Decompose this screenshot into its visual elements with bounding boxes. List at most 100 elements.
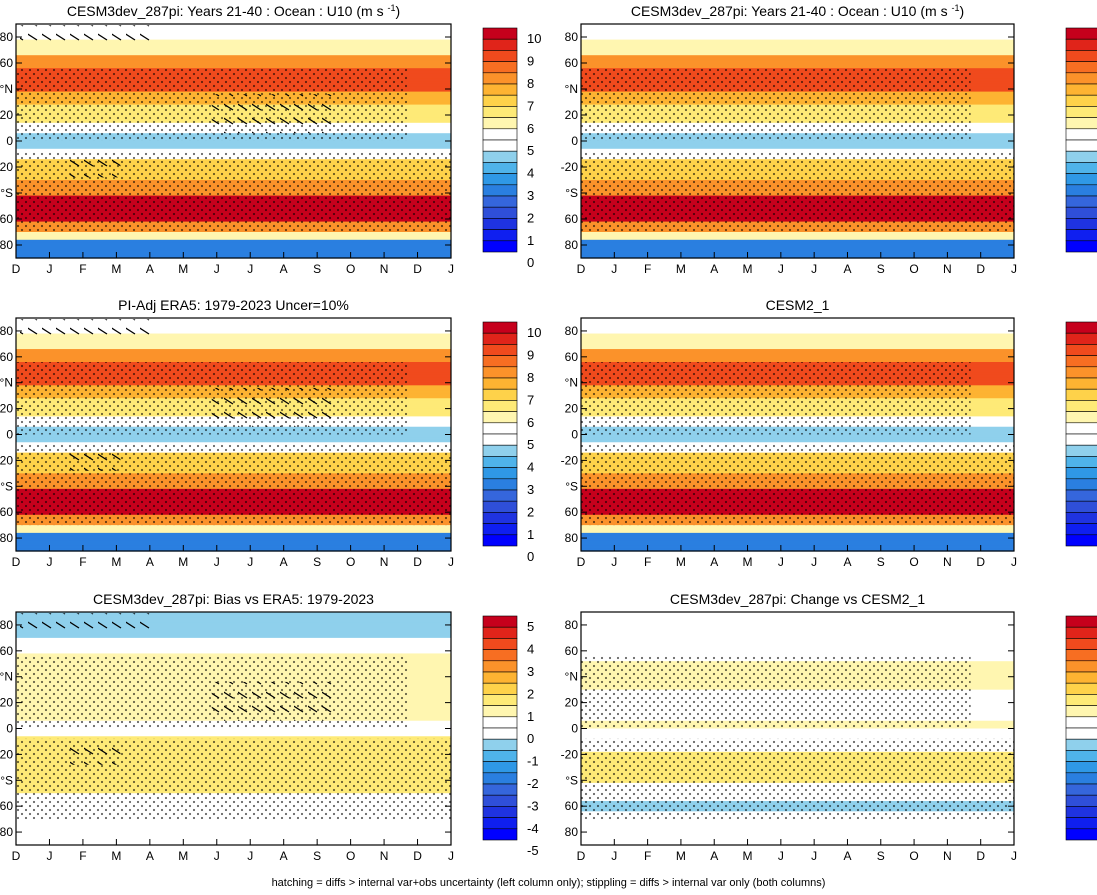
- y-tick-label: °S: [565, 479, 578, 493]
- field-band: [581, 548, 1014, 552]
- x-tick-label: M: [676, 555, 686, 569]
- field-band: [581, 31, 1014, 35]
- y-tick-label: 0: [571, 722, 578, 736]
- colorbar-swatch: [1065, 806, 1097, 818]
- y-tick-label: °N: [565, 670, 578, 684]
- field-band: [581, 325, 1014, 329]
- field-band: [16, 535, 451, 539]
- field-band: [16, 653, 451, 657]
- field-band: [581, 255, 1014, 259]
- field-band: [16, 819, 451, 823]
- colorbar-swatch: [1065, 489, 1097, 502]
- field-band: [581, 826, 1014, 831]
- field-band: [581, 645, 1014, 649]
- field-band: [581, 819, 1014, 823]
- hatching: [20, 319, 151, 339]
- x-tick-label: J: [811, 262, 817, 276]
- y-tick-label: 60: [0, 350, 13, 364]
- field-band: [16, 44, 451, 48]
- x-tick-label: S: [313, 849, 321, 863]
- field-band: [16, 837, 451, 841]
- colorbar-swatch: [1065, 366, 1097, 379]
- x-tick-label: N: [943, 262, 952, 276]
- y-tick-label: 60: [565, 799, 579, 813]
- colorbar-swatch: [1065, 738, 1097, 751]
- panel-title: CESM3dev_287pi: Change vs CESM2_1: [670, 591, 925, 607]
- colorbar-label: 10: [527, 325, 541, 340]
- field-band: [581, 245, 1014, 249]
- y-tick-label: 60: [565, 350, 579, 364]
- colorbar-label: 1: [527, 709, 534, 724]
- field-band: [16, 57, 451, 61]
- x-tick-label: J: [778, 555, 784, 569]
- x-tick-label: M: [111, 849, 121, 863]
- x-tick-label: J: [448, 555, 454, 569]
- field-band: [581, 39, 1014, 43]
- colorbar-swatch: [1065, 321, 1097, 334]
- x-tick-label: A: [843, 262, 851, 276]
- colorbar-swatch: [482, 50, 518, 62]
- field-band: [581, 648, 1014, 652]
- field-band: [581, 731, 1014, 735]
- field-band: [581, 47, 1014, 51]
- colorbar-label: 0: [527, 549, 534, 564]
- field-band: [16, 320, 451, 324]
- colorbar-swatch: [1065, 332, 1097, 345]
- y-tick-label: 20: [0, 696, 13, 710]
- field-band: [16, 336, 451, 340]
- colorbar-swatch: [482, 716, 518, 729]
- field-band: [581, 336, 1014, 340]
- colorbar-swatch: [482, 27, 518, 40]
- field-band: [581, 65, 1014, 69]
- field-band: [16, 832, 451, 836]
- x-tick-label: M: [111, 262, 121, 276]
- colorbar-swatch: [482, 694, 518, 706]
- colorbar-swatch: [482, 184, 518, 197]
- stippling: [581, 362, 971, 435]
- y-tick-label: 80: [0, 531, 13, 545]
- field-band: [16, 343, 451, 348]
- colorbar-label: 3: [527, 482, 534, 497]
- colorbar-swatch: [1065, 478, 1097, 491]
- y-tick-label: 80: [0, 825, 13, 839]
- field-band: [16, 349, 451, 353]
- field-band: [16, 826, 451, 831]
- stippling: [581, 444, 1014, 526]
- hatching: [68, 741, 121, 765]
- x-tick-label: D: [413, 849, 422, 863]
- colorbar-swatch: [482, 94, 518, 107]
- y-tick-label: °S: [0, 773, 13, 787]
- colorbar-swatch: [482, 332, 518, 345]
- hatching: [20, 613, 151, 633]
- x-tick-label: D: [976, 849, 985, 863]
- map-panel-3: PI-Adj ERA5: 1979-2023 Uncer=10% D J F M A M J J…: [0, 297, 541, 569]
- colorbar-5: 5 4 3 2 1 0 -1 -2 -3 -4 -5: [482, 615, 539, 858]
- colorbar-swatch: [1065, 206, 1097, 219]
- field-band: [581, 637, 1014, 642]
- colorbar-label: 3: [527, 188, 534, 203]
- x-tick-label: A: [710, 262, 718, 276]
- field-band: [581, 530, 1014, 534]
- colorbar-swatch: [1065, 772, 1097, 785]
- x-tick-label: J: [448, 262, 454, 276]
- colorbar-label: -5: [527, 843, 539, 858]
- colorbar-swatch: [482, 682, 518, 695]
- field-band: [581, 320, 1014, 324]
- x-tick-label: M: [111, 555, 121, 569]
- y-tick-label: 0: [571, 428, 578, 442]
- colorbar-swatch: [1065, 794, 1097, 807]
- y-tick-label: 60: [565, 56, 579, 70]
- field-band: [581, 330, 1014, 335]
- colorbar-swatch: [482, 411, 518, 424]
- colorbar-swatch: [482, 106, 518, 118]
- y-tick-label: °N: [565, 82, 578, 96]
- colorbar-swatch: [1065, 229, 1097, 242]
- y-tick-label: 80: [565, 238, 579, 252]
- y-tick-label: -20: [561, 747, 579, 761]
- colorbar-swatch: [482, 512, 518, 524]
- field-band: [581, 338, 1014, 342]
- field-band: [581, 42, 1014, 46]
- y-tick-label: 20: [565, 402, 579, 416]
- field-band: [581, 834, 1014, 838]
- colorbar-swatch: [1065, 512, 1097, 524]
